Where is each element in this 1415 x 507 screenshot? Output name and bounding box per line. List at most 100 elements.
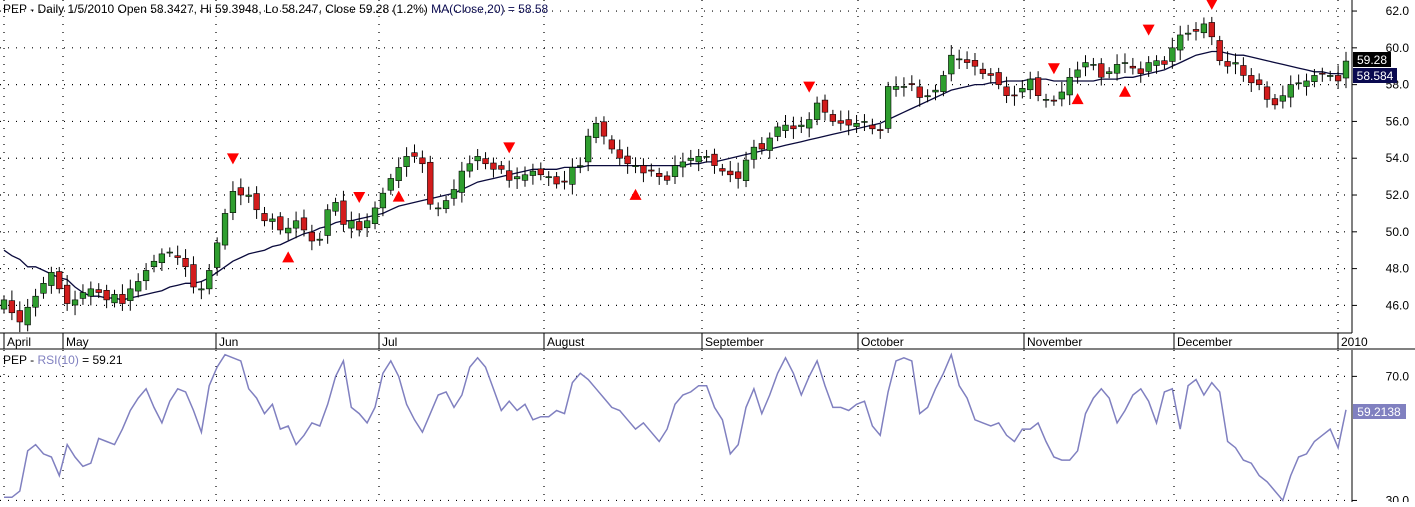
candle-body (1279, 95, 1286, 102)
candle (1121, 53, 1129, 74)
x-tick-label: Jun (219, 335, 238, 349)
candle (1295, 74, 1302, 90)
candle-body (506, 170, 513, 181)
candle-body (924, 95, 931, 98)
candles-layer (0, 16, 1350, 333)
candle (774, 122, 781, 142)
rsi-plot-area[interactable] (0, 350, 1352, 502)
candle (892, 76, 900, 97)
x-tick-label: November (1027, 335, 1082, 349)
candle-body (727, 170, 734, 176)
candle-body (1106, 71, 1113, 74)
candle (221, 208, 229, 250)
candle (1311, 68, 1318, 88)
candle (127, 279, 134, 311)
candle-body (592, 122, 600, 138)
x-tick-label: 2010 (1341, 335, 1368, 349)
candle (1042, 93, 1050, 108)
candle-body (735, 171, 742, 179)
candle-body (87, 288, 94, 297)
candle (1161, 56, 1168, 69)
last-close-label: 59.28 (1353, 52, 1391, 67)
price-tick-label: 62.0 (1386, 4, 1410, 18)
candle (150, 254, 158, 273)
candle (371, 201, 379, 230)
candle-body (190, 264, 197, 288)
x-tick-label: April (7, 335, 31, 349)
candle (1066, 68, 1073, 106)
candle (48, 266, 55, 294)
candle-body (813, 102, 821, 120)
buy-marker (1118, 85, 1131, 97)
candle (1011, 85, 1018, 106)
candle-body (687, 157, 694, 161)
candle-body (8, 300, 16, 314)
candle (1129, 57, 1137, 75)
candle (166, 247, 173, 258)
candle (119, 284, 126, 311)
rsi-tick-label: 70.0 (1386, 369, 1410, 383)
candle-body (95, 289, 102, 293)
candle-body (585, 135, 592, 163)
candle-body (56, 271, 63, 290)
candle (71, 290, 79, 316)
candle-body (553, 176, 560, 185)
candle (269, 213, 276, 230)
candle (1334, 65, 1342, 89)
candle (64, 275, 71, 311)
candle (553, 172, 560, 189)
candle (798, 116, 805, 134)
candle (379, 187, 387, 217)
price-header-open: Open 58.3427 (118, 2, 194, 16)
candle-body (1248, 75, 1255, 84)
candle-body (237, 187, 244, 196)
candle-body (640, 165, 647, 174)
candle (979, 62, 987, 80)
candle (585, 128, 592, 172)
candle (711, 148, 718, 174)
candle-body (821, 99, 829, 113)
candle-body (979, 68, 987, 74)
candle-body (450, 189, 458, 199)
candle (758, 137, 765, 155)
candle (766, 132, 773, 159)
price-header: PEP - Daily 1/5/2010 Open 58.3427, Hi 59… (3, 2, 549, 16)
candle-body (995, 72, 1002, 85)
candle (1224, 51, 1231, 74)
candle-body (529, 170, 537, 176)
price-y-axis: 46.048.050.052.054.056.058.060.062.0 (1352, 4, 1409, 312)
candle-body (1098, 63, 1105, 78)
rsi-value-label: 59.2138 (1353, 404, 1406, 419)
candle-body (877, 129, 884, 131)
candle-body (1232, 62, 1239, 65)
candle-body (1121, 62, 1129, 64)
candle-body (569, 167, 576, 185)
candle-body (1050, 99, 1058, 102)
candle-body (1224, 61, 1231, 67)
candle-body (711, 153, 718, 166)
candle (908, 75, 915, 92)
candle (877, 124, 884, 139)
candle (1027, 71, 1034, 99)
candle (482, 152, 489, 170)
candle (948, 45, 955, 82)
candle-body (316, 238, 323, 241)
candle (24, 298, 31, 332)
candle-body (1216, 40, 1223, 62)
candle-body (253, 193, 260, 211)
candle-body (435, 207, 442, 210)
candle (569, 158, 576, 195)
candle (158, 248, 166, 271)
rsi-header-prefix: PEP - (3, 353, 37, 367)
candle-body (963, 59, 971, 63)
candle-body (632, 165, 639, 167)
candle (900, 77, 908, 97)
candle-body (103, 290, 110, 301)
candle (111, 289, 118, 308)
candle (356, 213, 363, 237)
candle-body (790, 125, 797, 130)
candle (56, 266, 63, 294)
candle (940, 70, 947, 97)
candle-body (127, 288, 134, 301)
x-axis: April May Jun Jul August September October Nove… (3, 333, 1368, 349)
